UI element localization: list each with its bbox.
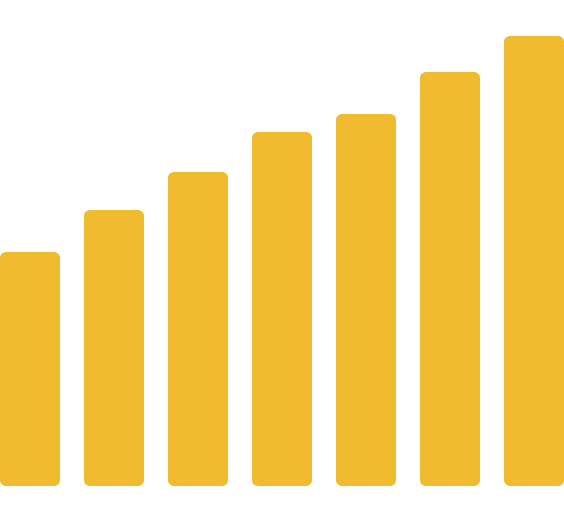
bar xyxy=(252,132,312,486)
bar xyxy=(420,72,480,486)
bar xyxy=(84,210,144,486)
bar xyxy=(336,114,396,486)
bar xyxy=(504,36,564,486)
bar xyxy=(0,252,60,486)
bar xyxy=(168,172,228,486)
